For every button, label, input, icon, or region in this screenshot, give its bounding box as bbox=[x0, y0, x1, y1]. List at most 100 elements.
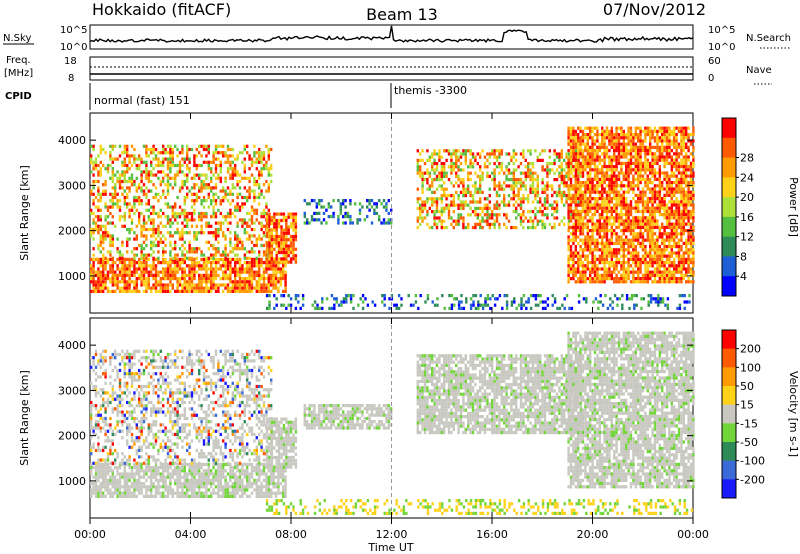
echo-cell bbox=[126, 179, 129, 184]
echo-cell bbox=[229, 267, 232, 271]
echo-cell bbox=[138, 277, 141, 281]
echo-cell bbox=[663, 229, 666, 233]
echo-cell bbox=[118, 270, 122, 274]
echo-cell bbox=[615, 267, 618, 271]
echo-cell bbox=[142, 170, 146, 174]
echo-cell bbox=[673, 161, 676, 165]
echo-cell bbox=[193, 192, 196, 196]
echo-cell bbox=[665, 245, 669, 249]
echo-cell bbox=[186, 176, 189, 180]
echo-cell bbox=[118, 218, 122, 222]
echo-cell bbox=[591, 203, 594, 207]
echo-cell bbox=[92, 283, 95, 287]
echo-cell bbox=[658, 277, 661, 281]
echo-cell bbox=[241, 280, 244, 284]
echo-cell bbox=[637, 254, 640, 258]
echo-cell bbox=[610, 248, 613, 252]
echo-cell bbox=[527, 165, 530, 169]
echo-cell bbox=[202, 160, 206, 164]
echo-cell bbox=[644, 264, 647, 268]
echo-cell bbox=[608, 155, 611, 159]
echo-cell bbox=[166, 221, 170, 225]
echo-cell bbox=[625, 219, 628, 223]
echo-cell bbox=[455, 162, 458, 166]
echo-cell bbox=[253, 192, 256, 196]
echo-cell bbox=[665, 184, 669, 188]
echo-cell bbox=[668, 264, 671, 268]
echo-cell bbox=[668, 280, 671, 284]
echo-cell bbox=[202, 144, 206, 148]
echo-cell bbox=[593, 238, 597, 242]
echo-cell bbox=[653, 187, 657, 191]
echo-cell bbox=[522, 184, 525, 188]
echo-cell bbox=[106, 231, 110, 235]
echo-cell bbox=[555, 168, 559, 172]
echo-cell bbox=[680, 270, 683, 274]
echo-cell bbox=[217, 273, 220, 277]
echo-cell bbox=[267, 273, 270, 277]
echo-cell bbox=[152, 250, 155, 254]
echo-cell bbox=[248, 280, 251, 284]
echo-cell bbox=[186, 231, 189, 235]
echo-cell bbox=[97, 261, 100, 265]
echo-cell bbox=[183, 211, 186, 216]
echo-cell bbox=[262, 273, 266, 277]
echo-cell bbox=[303, 199, 306, 203]
echo-cell bbox=[238, 261, 242, 265]
echo-cell bbox=[241, 221, 244, 225]
echo-cell bbox=[176, 170, 179, 174]
echo-cell bbox=[553, 216, 556, 220]
echo-cell bbox=[138, 195, 141, 200]
echo-cell bbox=[162, 270, 165, 274]
echo-cell bbox=[121, 173, 124, 177]
echo-cell bbox=[629, 209, 633, 213]
echo-cell bbox=[637, 261, 640, 265]
echo-cell bbox=[629, 219, 633, 223]
echo-cell bbox=[670, 184, 673, 188]
echo-cell bbox=[433, 152, 436, 156]
echo-cell bbox=[572, 251, 575, 255]
echo-cell bbox=[625, 168, 628, 172]
echo-cell bbox=[181, 186, 184, 190]
echo-cell bbox=[620, 193, 623, 197]
echo-cell bbox=[476, 206, 479, 210]
echo-cell bbox=[186, 256, 189, 260]
echo-cell bbox=[150, 160, 153, 164]
echo-cell bbox=[265, 283, 268, 287]
echo-cell bbox=[205, 144, 208, 148]
echo-cell bbox=[234, 264, 237, 268]
echo-cell bbox=[219, 277, 222, 281]
echo-cell bbox=[658, 254, 661, 258]
echo-cell bbox=[658, 197, 661, 201]
echo-cell bbox=[284, 286, 287, 290]
echo-cell bbox=[656, 155, 659, 159]
echo-cell bbox=[229, 280, 232, 284]
echo-cell bbox=[560, 162, 563, 166]
echo-cell bbox=[382, 199, 386, 203]
echo-cell bbox=[92, 261, 95, 265]
echo-cell bbox=[531, 200, 535, 204]
echo-cell bbox=[207, 147, 210, 152]
echo-cell bbox=[250, 157, 254, 161]
echo-cell bbox=[620, 129, 623, 133]
echo-cell bbox=[644, 193, 647, 197]
echo-cell bbox=[111, 179, 114, 184]
echo-cell bbox=[634, 142, 637, 146]
echo-cell bbox=[438, 152, 441, 156]
echo-cell bbox=[147, 257, 150, 261]
echo-cell bbox=[644, 126, 647, 130]
echo-cell bbox=[186, 154, 189, 158]
echo-cell bbox=[670, 161, 673, 165]
echo-cell bbox=[267, 280, 270, 284]
echo-cell bbox=[584, 136, 587, 140]
echo-cell bbox=[574, 187, 577, 191]
echo-cell bbox=[539, 158, 542, 162]
echo-cell bbox=[94, 221, 98, 225]
echo-cell bbox=[637, 197, 640, 201]
echo-cell bbox=[169, 234, 172, 238]
echo-cell bbox=[195, 173, 198, 177]
echo-cell bbox=[277, 289, 280, 293]
echo-cell bbox=[617, 261, 621, 265]
echo-cell bbox=[361, 205, 364, 209]
echo-cell bbox=[159, 163, 162, 168]
